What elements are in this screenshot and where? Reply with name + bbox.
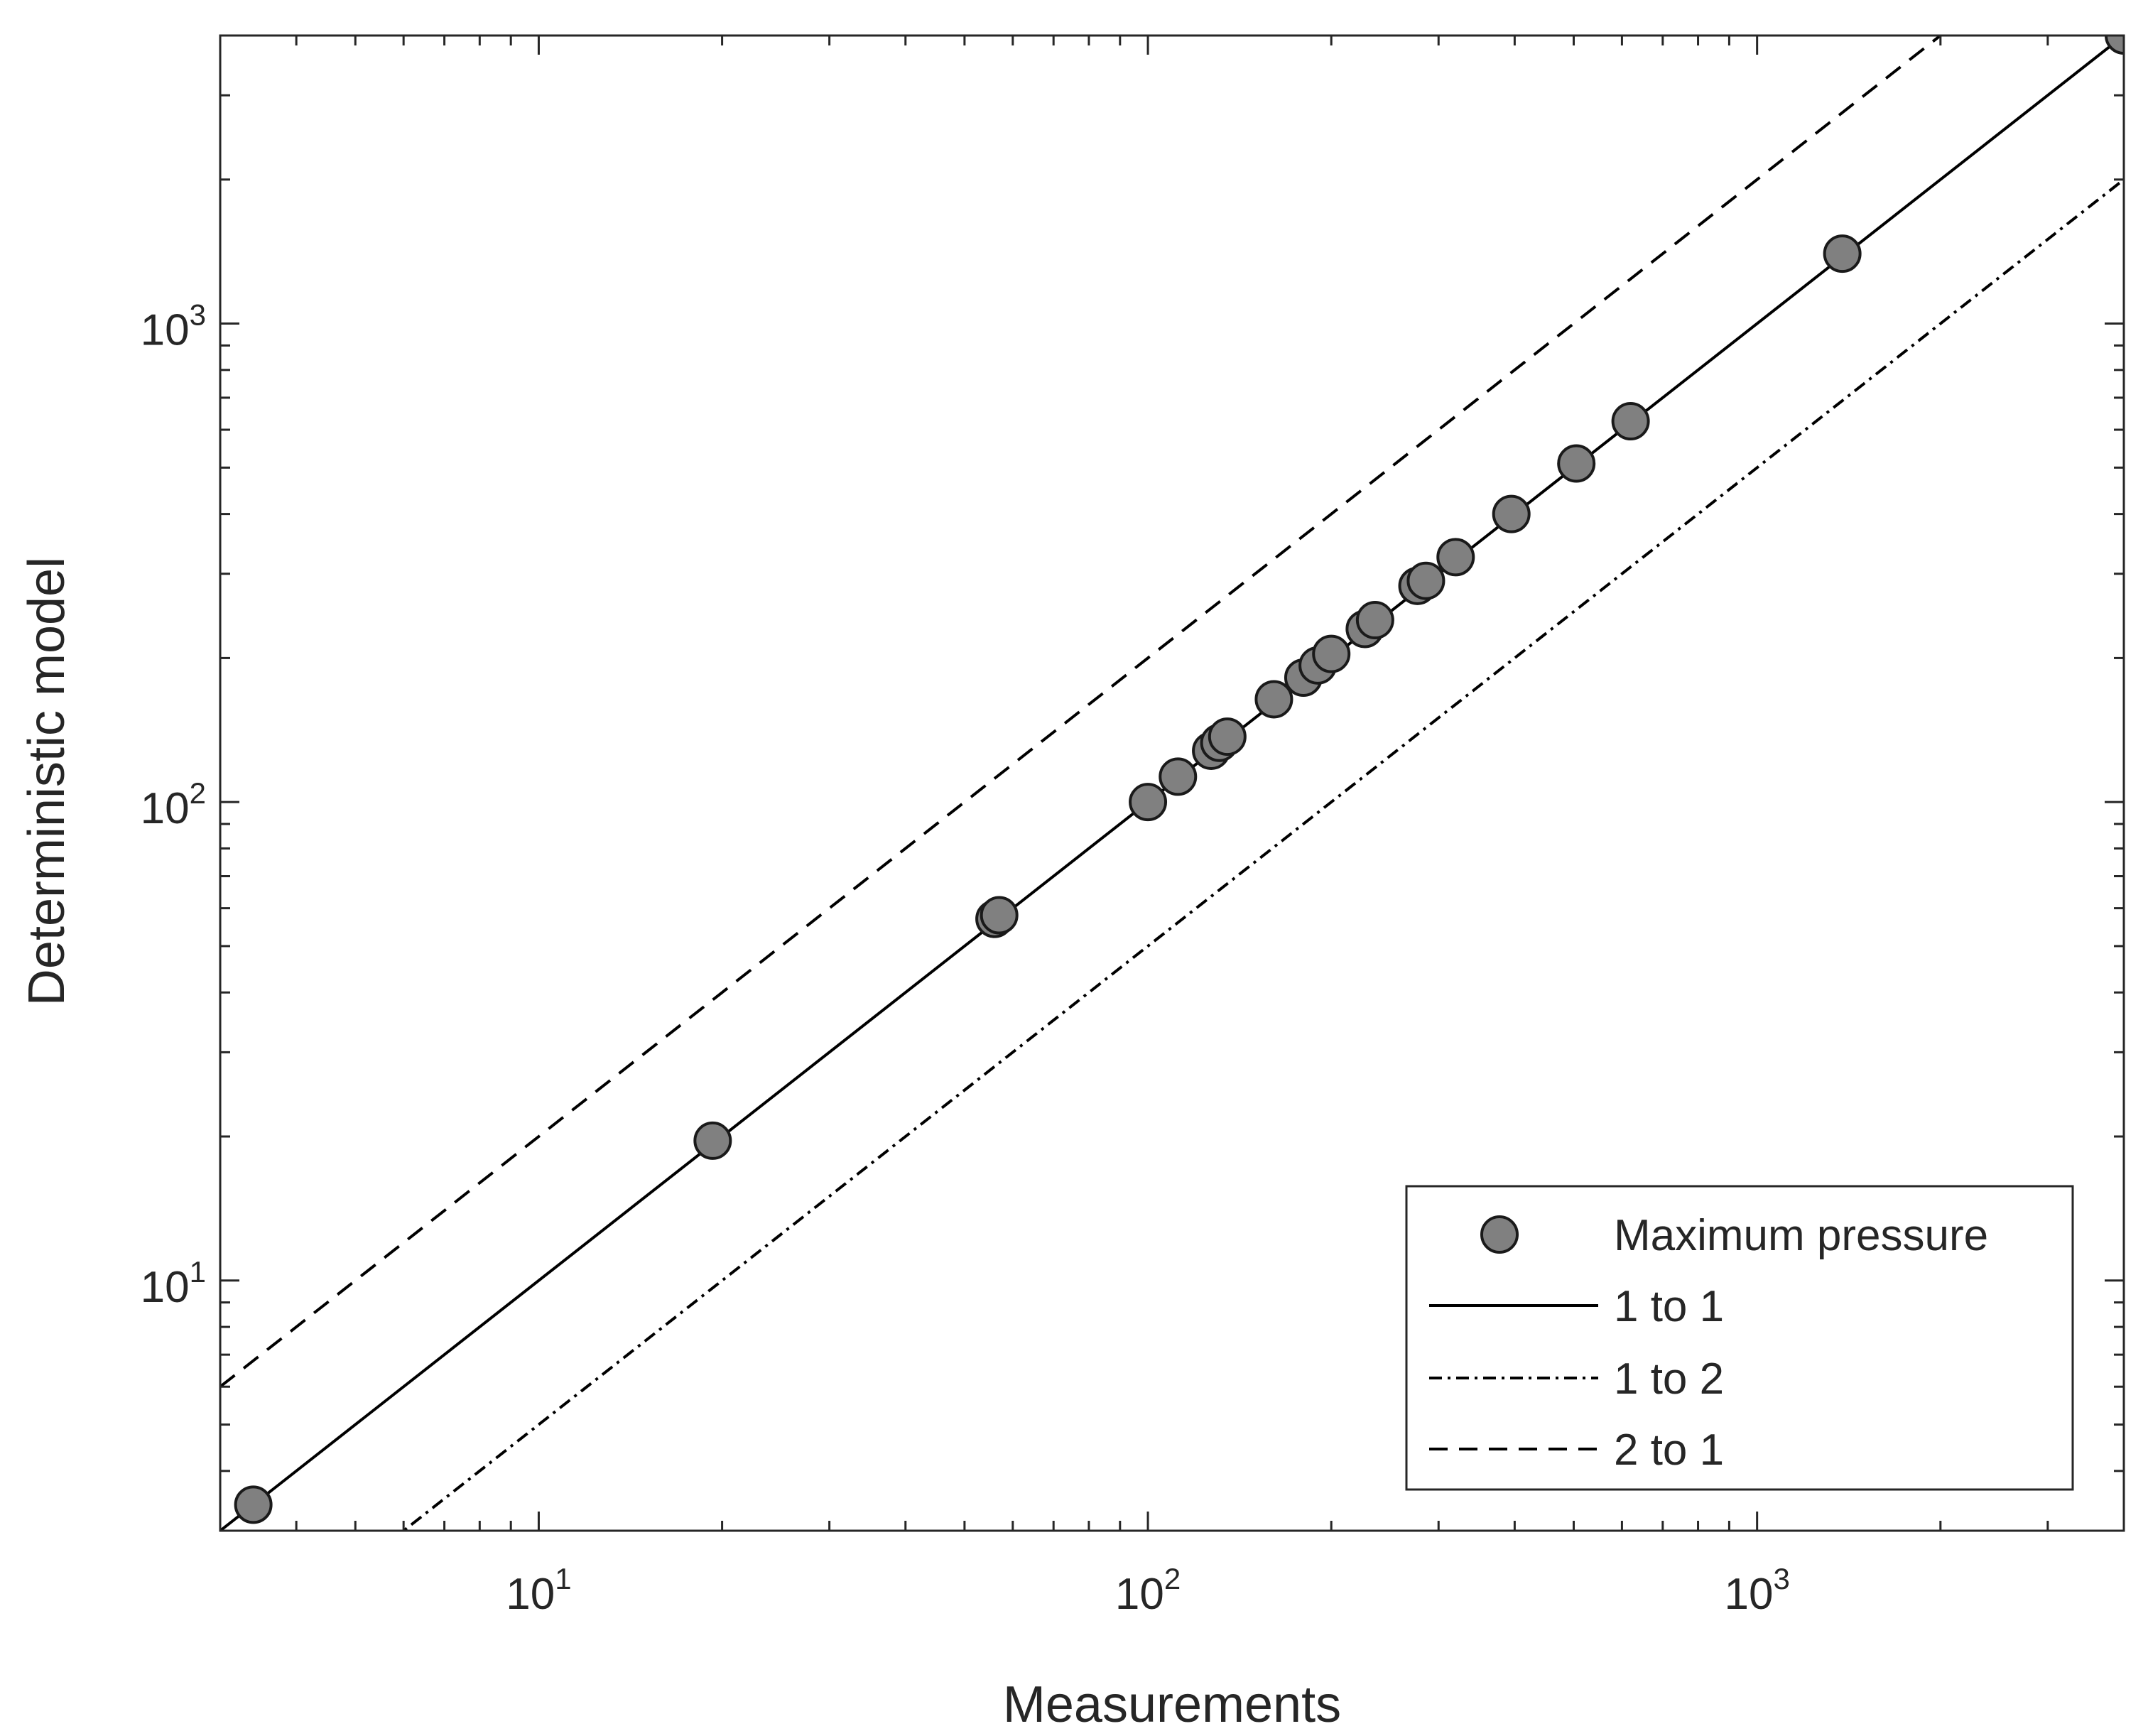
data-point-9 xyxy=(1254,680,1293,719)
x-axis-label: Measurements xyxy=(1003,1676,1341,1733)
plot-frame xyxy=(219,34,2125,1532)
data-point-8 xyxy=(1208,717,1247,756)
data-point-19 xyxy=(1557,444,1596,483)
data-point-18 xyxy=(1492,494,1531,533)
data-point-20 xyxy=(1611,402,1650,441)
y-tick-label: 101 xyxy=(141,1255,206,1312)
legend-label: 1 to 1 xyxy=(1614,1282,1724,1331)
legend-label: 1 to 2 xyxy=(1614,1355,1724,1404)
x-tick-label: 102 xyxy=(1115,1562,1181,1619)
y-tick-label: 102 xyxy=(141,776,206,833)
data-point-4 xyxy=(1129,783,1168,822)
data-point-1 xyxy=(693,1121,732,1160)
tick-labels: 101 102 103 101 102 103 xyxy=(141,298,1790,1619)
y-axis-label: Deterministic model xyxy=(18,557,75,1006)
data-point-3 xyxy=(980,896,1019,935)
legend-label: Maximum pressure xyxy=(1614,1211,1988,1260)
y-tick-label: 103 xyxy=(141,298,206,355)
data-point-21 xyxy=(1823,234,1862,273)
legend-marker-point xyxy=(1480,1215,1519,1254)
x-tick-label: 103 xyxy=(1724,1562,1789,1619)
data-points xyxy=(234,36,2124,1524)
data-point-22 xyxy=(2105,36,2124,55)
x-tick-label: 101 xyxy=(506,1562,571,1619)
data-point-12 xyxy=(1312,634,1351,673)
data-point-5 xyxy=(1159,757,1198,796)
data-point-14 xyxy=(1355,601,1394,640)
data-point-17 xyxy=(1436,538,1475,577)
legend-label: 2 to 1 xyxy=(1614,1426,1724,1475)
data-point-0 xyxy=(234,1485,273,1524)
line-2-to-1 xyxy=(220,36,1943,1388)
data-point-16 xyxy=(1406,561,1445,600)
legend: Maximum pressure 1 to 1 1 to 2 2 to 1 xyxy=(1405,1185,2074,1491)
line-1-to-2 xyxy=(401,178,2124,1531)
